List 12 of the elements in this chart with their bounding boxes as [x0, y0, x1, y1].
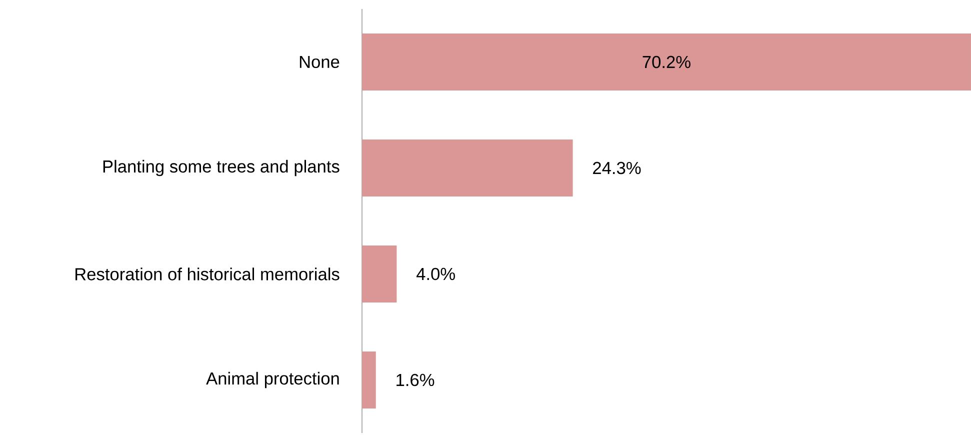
y-tick-label: Planting some trees and plants — [103, 160, 340, 176]
bar — [362, 351, 376, 408]
y-tick-label: Restoration of historical memorials — [76, 268, 340, 280]
bar — [362, 245, 397, 302]
data-label: 1.6% — [396, 374, 434, 386]
bar — [362, 34, 971, 90]
bar — [362, 139, 573, 196]
data-label: 24.3% — [593, 162, 641, 174]
data-label: 4.0% — [416, 268, 455, 280]
y-tick-label: None — [300, 56, 340, 68]
data-label: 70.2% — [642, 56, 690, 68]
y-tick-label: Animal protection — [206, 372, 339, 388]
